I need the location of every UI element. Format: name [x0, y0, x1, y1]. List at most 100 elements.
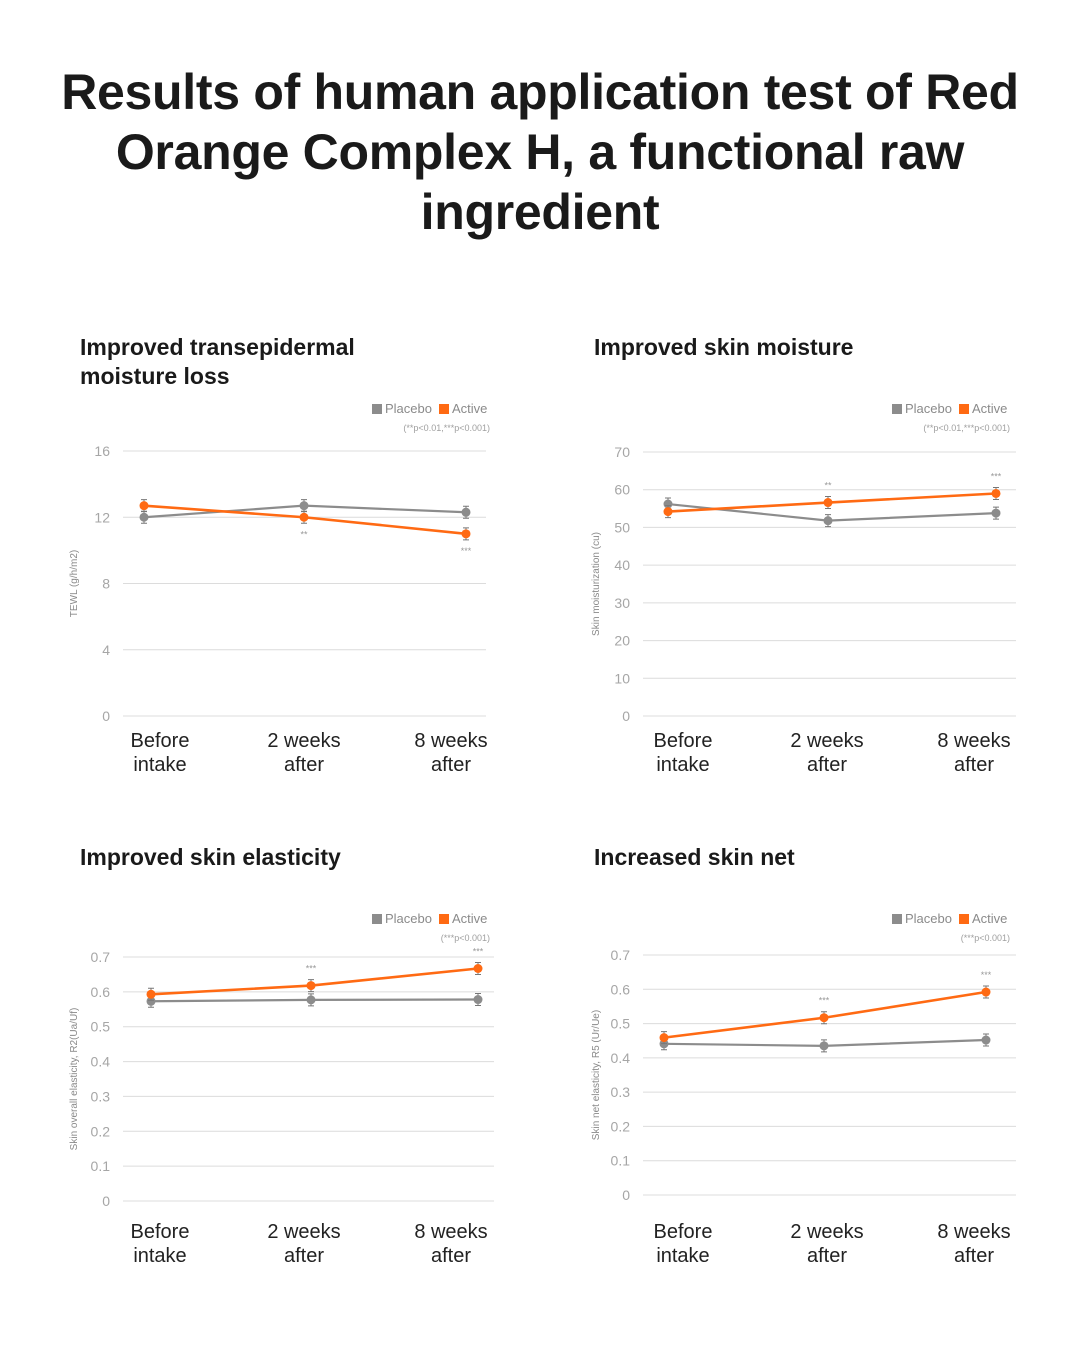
data-point-placebo [473, 995, 483, 1005]
data-point-active [146, 989, 156, 999]
x-label-line: 2 weeks [267, 730, 341, 752]
x-label-line: after [283, 1245, 325, 1267]
x-label-line: intake [133, 754, 187, 776]
y-tick-label: 0.1 [91, 1158, 111, 1174]
data-point-active [473, 964, 483, 974]
chart-title: Increased skin net [594, 844, 795, 870]
y-tick-label: 0.4 [611, 1050, 631, 1066]
data-point-active [823, 498, 833, 508]
y-axis-label: Skin moisturization (cu) [591, 532, 602, 636]
significance-marker: *** [991, 471, 1002, 481]
data-point-placebo [819, 1041, 829, 1051]
y-tick-label: 0.3 [611, 1084, 631, 1100]
x-label-line: Before [653, 1221, 713, 1243]
legend-significance-note: (***p<0.001) [960, 933, 1010, 943]
y-tick-label: 4 [102, 642, 110, 658]
y-tick-label: 0.3 [91, 1088, 111, 1104]
x-label-line: after [430, 1245, 472, 1267]
x-label-line: intake [656, 754, 710, 776]
y-tick-label: 50 [614, 519, 630, 535]
y-tick-label: 0.5 [91, 1019, 111, 1035]
series-line-placebo [667, 502, 997, 522]
x-label-line: after [806, 1245, 848, 1267]
y-tick-label: 10 [614, 670, 630, 686]
x-label-2-weeks: 2 weeks after [244, 729, 364, 777]
legend-active-label: Active [971, 401, 1008, 416]
y-tick-label: 12 [94, 509, 110, 525]
y-axis-label: Skin overall elasticity, R2(Ua/Uf) [69, 1008, 80, 1151]
y-axis-label: Skin net elasticity, R5 (Ur/Ue) [591, 1010, 602, 1140]
legend-placebo-label: Placebo [905, 911, 952, 926]
legend-placebo-swatch [892, 404, 902, 414]
x-label-line: 8 weeks [414, 730, 488, 752]
y-tick-label: 60 [614, 482, 630, 498]
y-tick-label: 0.2 [611, 1118, 631, 1134]
x-label-line: intake [656, 1245, 710, 1267]
x-label-line: after [953, 754, 995, 776]
line-chart: 0 10 20 30 40 50 60 70 Skin moisturization (cu) *… [591, 444, 1016, 724]
legend-placebo-swatch [892, 914, 902, 924]
legend-placebo-label: Placebo [905, 401, 952, 416]
y-tick-label: 0.7 [91, 949, 111, 965]
data-point-active [139, 501, 149, 511]
x-label-8-weeks: 8 weeks after [391, 1220, 511, 1268]
legend-placebo-label: Placebo [385, 911, 432, 926]
y-tick-label: 0 [622, 1187, 630, 1203]
y-axis-label: TEWL (g/h/m2) [69, 550, 80, 617]
y-tick-label: 0.1 [611, 1153, 631, 1169]
data-point-placebo [823, 516, 833, 526]
significance-marker: *** [461, 546, 472, 556]
legend-placebo-swatch [372, 404, 382, 414]
legend-significance-note: (**p<0.01,***p<0.001) [923, 423, 1010, 433]
legend-active-swatch [438, 914, 449, 924]
significance-marker: *** [473, 947, 484, 957]
chart-panel-elasticity: Improved skin elasticity Placebo Active (… [69, 843, 600, 1313]
significance-marker: ** [300, 529, 308, 539]
legend-active-swatch [958, 914, 969, 924]
x-label-line: Before [130, 1221, 190, 1243]
y-tick-label: 40 [614, 557, 630, 573]
data-point-active [461, 529, 471, 539]
x-label-8-weeks: 8 weeks after [391, 729, 511, 777]
data-point-placebo [981, 1035, 991, 1045]
data-point-active [306, 981, 316, 991]
data-point-active [299, 512, 309, 522]
line-chart: 0 0.1 0.2 0.3 0.4 0.5 0.6 0.7 Skin overall elast… [69, 947, 494, 1209]
x-label-8-weeks: 8 weeks after [914, 729, 1034, 777]
y-tick-label: 0.7 [611, 947, 631, 963]
chart-title: Improved skin elasticity [80, 844, 341, 870]
x-label-line: 2 weeks [267, 1221, 341, 1243]
y-tick-label: 0.4 [91, 1054, 111, 1070]
y-tick-label: 0 [102, 708, 110, 724]
x-label-line: after [283, 754, 325, 776]
data-point-active [819, 1013, 829, 1023]
legend-active-swatch [438, 404, 449, 414]
data-point-placebo [991, 508, 1001, 518]
y-tick-label: 0.6 [91, 984, 111, 1000]
line-chart: 0 0.1 0.2 0.3 0.4 0.5 0.6 0.7 Skin net elasticit… [591, 947, 1016, 1203]
y-tick-label: 30 [614, 595, 630, 611]
x-label-line: 2 weeks [790, 1221, 864, 1243]
page-title: Results of human application test of Red… [61, 64, 1019, 240]
data-point-placebo [139, 512, 149, 522]
x-label-line: 8 weeks [937, 1221, 1011, 1243]
data-point-placebo [146, 996, 156, 1006]
legend-placebo-swatch [372, 914, 382, 924]
x-label-line: intake [133, 1245, 187, 1267]
x-label-8-weeks: 8 weeks after [914, 1220, 1034, 1268]
data-point-active [981, 987, 991, 997]
y-tick-label: 70 [614, 444, 630, 460]
data-point-placebo [299, 501, 309, 511]
data-point-placebo [306, 995, 316, 1005]
x-label-line: Before [130, 730, 190, 752]
significance-marker: *** [306, 964, 317, 974]
legend-significance-note: (**p<0.01,***p<0.001) [403, 423, 490, 433]
x-label-before: Before intake [100, 729, 220, 777]
significance-marker: *** [819, 996, 830, 1006]
legend-placebo-label: Placebo [385, 401, 432, 416]
x-label-line: Before [653, 730, 713, 752]
chart-panel-moisture: Improved skin moisture Placebo Active (**… [591, 333, 1080, 803]
data-point-active [659, 1033, 669, 1043]
x-label-2-weeks: 2 weeks after [244, 1220, 364, 1268]
